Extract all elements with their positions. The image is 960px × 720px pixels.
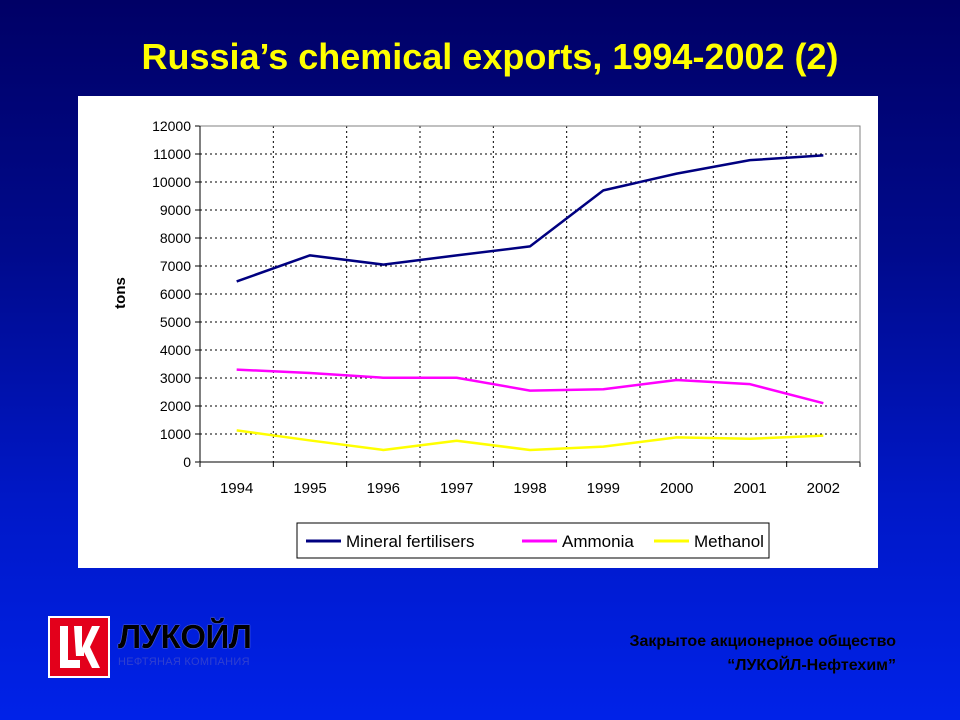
- x-tick-label: 2002: [807, 480, 840, 497]
- legend: Mineral fertilisers Ammonia Methanol: [296, 522, 770, 559]
- x-tick-label: 1998: [513, 480, 546, 497]
- legend-label: Methanol: [694, 532, 764, 551]
- y-axis-title: tons: [112, 277, 129, 309]
- x-tick-label: 1999: [587, 480, 620, 497]
- y-tick-label: 10000: [152, 174, 191, 190]
- lukoil-logo: ЛУКОЙЛ НЕФТЯНАЯ КОМПАНИЯ: [48, 616, 278, 678]
- lukoil-logo-icon: [48, 616, 110, 678]
- line-chart: 0 1000 2000 3000 4000 5000 6000 7000 8000 9000 100…: [112, 118, 861, 559]
- company-name: Закрытое акционерное общество “ЛУКОЙЛ-Не…: [629, 630, 896, 678]
- axes: 0 1000 2000 3000 4000 5000 6000 7000 8000 9000 100…: [152, 118, 861, 497]
- series-line-ammonia: [236, 368, 824, 405]
- company-line-1: Закрытое акционерное общество: [629, 633, 896, 650]
- legend-label: Mineral fertilisers: [346, 532, 474, 551]
- x-tick-label: 1996: [367, 480, 400, 497]
- y-tick-label: 6000: [160, 286, 191, 302]
- gridlines: [200, 125, 860, 462]
- y-tick-label: 4000: [160, 342, 191, 358]
- x-tick-label: 2001: [733, 480, 766, 497]
- y-tick-label: 0: [183, 454, 191, 470]
- y-tick-label: 7000: [160, 258, 191, 274]
- logo-name: ЛУКОЙЛ: [118, 618, 252, 655]
- y-tick-label: 3000: [160, 370, 191, 386]
- y-tick-label: 9000: [160, 202, 191, 218]
- logo-subtitle: НЕФТЯНАЯ КОМПАНИЯ: [118, 656, 250, 668]
- y-tick-label: 2000: [160, 398, 191, 414]
- chart-panel: 0 1000 2000 3000 4000 5000 6000 7000 8000 9000 100…: [78, 96, 878, 568]
- legend-label: Ammonia: [562, 532, 634, 551]
- y-tick-label: 12000: [152, 118, 191, 134]
- series-lines: [236, 154, 824, 452]
- y-tick-label: 8000: [160, 230, 191, 246]
- y-tick-label: 5000: [160, 314, 191, 330]
- series-line-mineral-fertilisers: [236, 154, 824, 283]
- slide-title: Russia’s chemical exports, 1994-2002 (2): [141, 36, 839, 77]
- series-line-methanol: [236, 429, 824, 452]
- x-tick-label: 1994: [220, 480, 253, 497]
- x-tick-label: 1995: [293, 480, 326, 497]
- y-tick-label: 1000: [160, 426, 191, 442]
- company-line-2: “ЛУКОЙЛ-Нефтехим”: [727, 657, 896, 674]
- x-tick-label: 2000: [660, 480, 693, 497]
- y-tick-label: 11000: [153, 146, 191, 162]
- x-tick-label: 1997: [440, 480, 473, 497]
